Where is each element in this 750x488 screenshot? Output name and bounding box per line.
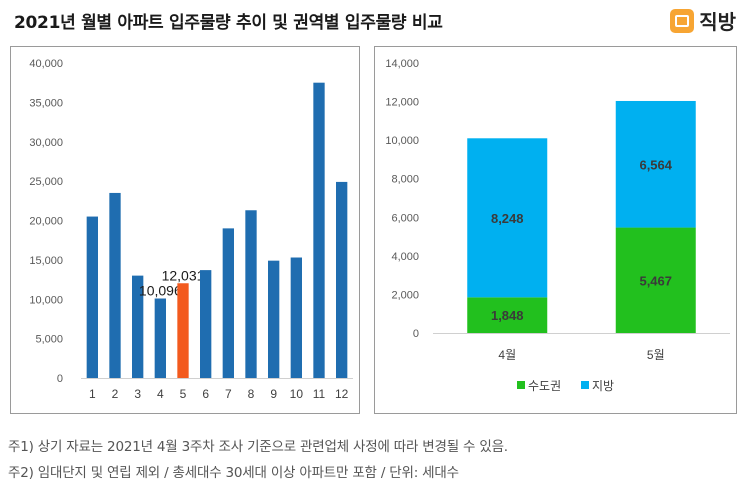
- y-tick-label: 4,000: [391, 251, 419, 263]
- footnote-2: 주2) 임대단지 및 연립 제외 / 총세대수 30세대 이상 아파트만 포함 …: [8, 465, 459, 481]
- regional-chart-panel: 0 2,000 4,000 6,000 8,000 10,000 12,000 14,000 1…: [374, 46, 737, 414]
- y-tick-label: 20,000: [29, 216, 63, 228]
- bar-month-12: [336, 181, 348, 378]
- y-tick-label: 25,000: [29, 176, 63, 188]
- segment-label: 8,248: [491, 211, 524, 226]
- x-tick-label: 11: [313, 387, 326, 401]
- data-label: 10,096: [139, 282, 182, 298]
- x-tick-label: 2: [112, 387, 119, 401]
- bar-month-11: [313, 82, 325, 378]
- y-tick-label: 30,000: [29, 137, 63, 149]
- x-tick-label: 9: [270, 387, 277, 401]
- bar-month-5: [177, 283, 189, 378]
- data-label: 12,031: [162, 267, 205, 283]
- segment-label: 5,467: [639, 273, 672, 288]
- y-tick-label: 0: [57, 373, 63, 385]
- y-tick-label: 5,000: [35, 334, 63, 346]
- x-tick-label: 5: [180, 387, 187, 401]
- stacked-bar-segment: [615, 227, 696, 333]
- bar-month-2: [109, 192, 121, 378]
- x-tick-label: 5월: [647, 348, 665, 362]
- x-tick-label: 6: [202, 387, 209, 401]
- x-tick-label: 4월: [498, 348, 516, 362]
- y-tick-label: 14,000: [385, 58, 419, 70]
- x-tick-label: 7: [225, 387, 232, 401]
- bar-month-3: [132, 275, 144, 378]
- x-tick-label: 3: [134, 387, 141, 401]
- x-tick-label: 4: [157, 387, 164, 401]
- y-tick-label: 10,000: [29, 294, 63, 306]
- y-tick-label: 2,000: [391, 289, 419, 301]
- stacked-bar-segment: [467, 297, 548, 333]
- y-tick-label: 6,000: [391, 212, 419, 224]
- footnote-1: 주1) 상기 자료는 2021년 4월 3주차 조사 기준으로 관련업체 사정에…: [8, 439, 508, 455]
- bar-month-7: [222, 228, 234, 378]
- x-tick-label: 12: [335, 387, 349, 401]
- y-tick-label: 40,000: [29, 58, 63, 70]
- page-title: 2021년 월별 아파트 입주물량 추이 및 권역별 입주물량 비교: [14, 13, 443, 33]
- regional-stacked-bar-chart: 0 2,000 4,000 6,000 8,000 10,000 12,000 14,000 1…: [385, 58, 730, 393]
- y-tick-label: 12,000: [385, 97, 419, 109]
- y-tick-label: 35,000: [29, 97, 63, 109]
- bar-month-9: [268, 260, 280, 378]
- house-logo-icon: [670, 8, 695, 33]
- legend-swatch: [517, 381, 525, 389]
- legend-label: 수도권: [528, 379, 561, 393]
- bar-month-4: [154, 298, 166, 378]
- segment-label: 6,564: [639, 157, 672, 172]
- x-tick-label: 1: [89, 387, 96, 401]
- bar-month-1: [86, 216, 98, 378]
- monthly-chart-panel: 0 5,000 10,000 15,000 20,000 25,000 30,000 35,0…: [10, 46, 360, 414]
- y-tick-label: 10,000: [385, 135, 419, 147]
- bar-month-8: [245, 210, 257, 378]
- x-tick-label: 8: [248, 387, 255, 401]
- bar-month-6: [200, 270, 212, 378]
- brand-name: 직방: [699, 10, 736, 34]
- stacked-bar-segment: [467, 138, 548, 298]
- bar-month-10: [290, 257, 302, 378]
- monthly-bar-chart: 0 5,000 10,000 15,000 20,000 25,000 30,000 35,0…: [29, 58, 353, 401]
- segment-label: 1,848: [491, 308, 524, 323]
- stacked-bar-segment: [615, 100, 696, 228]
- x-tick-label: 10: [290, 387, 304, 401]
- legend-label: 지방: [592, 379, 614, 393]
- brand-logo: 직방: [670, 6, 736, 35]
- y-tick-label: 0: [413, 328, 419, 340]
- y-tick-label: 15,000: [29, 255, 63, 267]
- legend-swatch: [581, 381, 589, 389]
- y-tick-label: 8,000: [391, 174, 419, 186]
